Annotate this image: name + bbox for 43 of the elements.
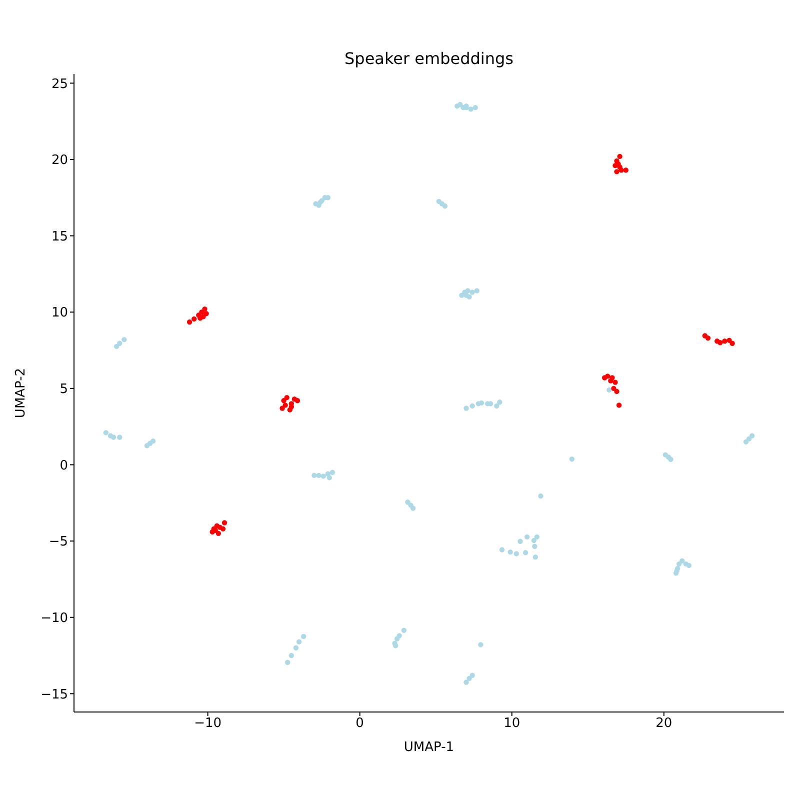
point — [614, 169, 620, 174]
point — [192, 316, 197, 322]
point — [202, 306, 208, 312]
point — [718, 340, 723, 346]
chart-title: Speaker embeddings — [344, 49, 514, 69]
x-axis-title: UMAP-1 — [402, 739, 456, 756]
y-tick-label: −15 — [40, 687, 68, 702]
point — [280, 406, 285, 411]
point — [623, 168, 628, 173]
point — [726, 338, 732, 343]
y-tick-label: 0 — [60, 458, 68, 474]
point — [605, 374, 610, 379]
x-tick-label: 10 — [504, 716, 520, 732]
point — [616, 402, 622, 408]
point — [284, 394, 290, 400]
point — [611, 386, 616, 392]
y-axis-title: UMAP-2 — [12, 368, 30, 418]
point — [617, 164, 622, 170]
y-tick-label: −10 — [40, 610, 68, 626]
point — [216, 530, 222, 536]
point — [294, 398, 300, 404]
point — [705, 335, 711, 341]
point — [722, 338, 728, 344]
y-tick-label: 5 — [60, 382, 68, 398]
x-tick-label: 20 — [656, 716, 672, 732]
y-tick-label: −5 — [48, 534, 68, 550]
y-tick-label: 10 — [51, 306, 68, 321]
x-tick-label: −10 — [194, 716, 222, 732]
y-tick-label: 25 — [51, 76, 68, 92]
point — [617, 154, 622, 160]
y-tick-label: 20 — [51, 153, 68, 168]
point — [222, 520, 228, 526]
y-tick-label: 15 — [51, 229, 68, 244]
point — [282, 402, 288, 408]
point — [614, 388, 620, 394]
point — [204, 311, 209, 316]
point — [612, 380, 618, 385]
point — [186, 319, 192, 325]
point — [608, 378, 614, 384]
point — [200, 314, 206, 320]
point — [220, 526, 226, 532]
x-tick-label: 0 — [356, 716, 364, 732]
point — [730, 340, 735, 346]
